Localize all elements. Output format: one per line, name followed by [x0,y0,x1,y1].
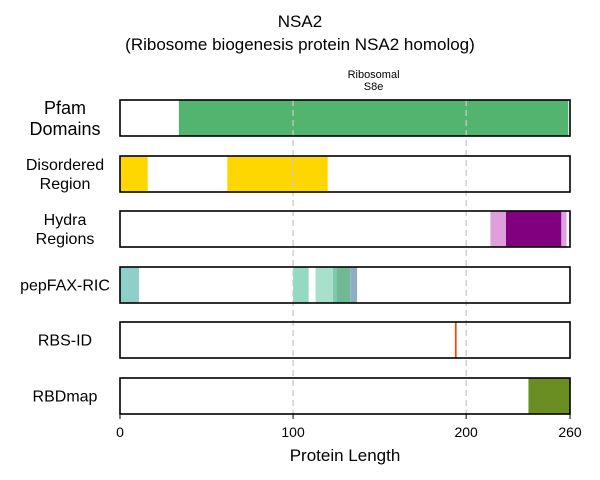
track-background [120,156,570,192]
segment-bar [120,267,140,303]
track-label: Region [40,176,91,193]
segment-bar [454,322,457,358]
segment-bar [336,267,351,303]
track-border [119,155,571,193]
segment-bar [350,267,358,303]
chart-subtitle: (Ribosome biogenesis protein NSA2 homolo… [125,35,475,54]
track-border [119,266,571,304]
segment-label: Ribosomal [348,69,400,81]
x-axis-label: Protein Length [290,446,401,465]
track-border [119,210,571,248]
segment-bar [293,267,309,303]
track-label: Pfam [44,98,86,118]
track-border [119,99,571,137]
segment-bar [505,211,562,247]
track-background [120,322,570,358]
segment-bar [332,267,337,303]
track-label: RBDmap [33,389,98,406]
segment-bar [490,211,506,247]
track-label: Disordered [26,157,104,174]
segment-bar [120,156,148,192]
track-label: pepFAX-RIC [20,278,110,295]
track-label: Hydra [44,212,87,229]
track-label: RBS-ID [38,333,92,350]
track-background [120,378,570,414]
segment-bar [528,378,570,414]
x-tick-label: 260 [558,424,582,440]
x-tick-label: 100 [281,424,305,440]
track-label: Domains [29,119,100,139]
segment-label: S8e [364,81,384,93]
track-label: Regions [36,231,95,248]
segment-bar [561,211,567,247]
track-border [119,377,571,415]
segment-bar [227,156,328,192]
x-tick-label: 0 [116,424,124,440]
segment-bar [178,100,569,136]
chart-title: NSA2 [277,12,323,31]
x-tick-label: 200 [454,424,478,440]
segment-bar [315,267,333,303]
track-border [119,321,571,359]
